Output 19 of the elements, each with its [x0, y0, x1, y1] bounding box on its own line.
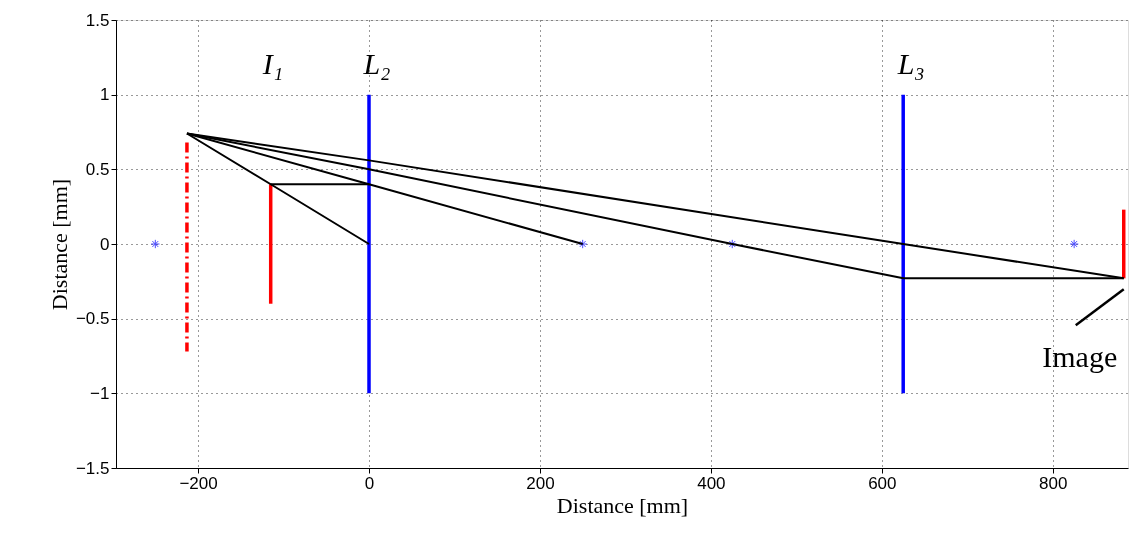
y-axis-title: Distance [mm]: [46, 178, 72, 311]
x-tick-label: 800: [1039, 473, 1068, 493]
y-tick-label: −0.5: [75, 309, 110, 329]
x-tick-label: 200: [526, 473, 555, 493]
x-tick-label: −200: [179, 473, 218, 493]
x-tick-label: 0: [364, 473, 375, 493]
y-tick-label: −1: [90, 383, 110, 403]
x-tick-label: 600: [868, 473, 897, 493]
annotation: Image: [1042, 340, 1118, 374]
y-tick-label: 1: [100, 85, 110, 105]
x-tick-label: 400: [697, 473, 726, 493]
x-axis-title: Distance [mm]: [556, 492, 689, 518]
y-tick-label: 0: [100, 234, 110, 254]
annotation: L₃: [896, 47, 925, 80]
annotation: I₁: [261, 47, 284, 80]
y-tick-label: 0.5: [85, 159, 110, 179]
y-tick-label: −1.5: [75, 458, 110, 478]
y-tick-label: 1.5: [85, 10, 110, 30]
annotation: L₂: [362, 47, 391, 80]
